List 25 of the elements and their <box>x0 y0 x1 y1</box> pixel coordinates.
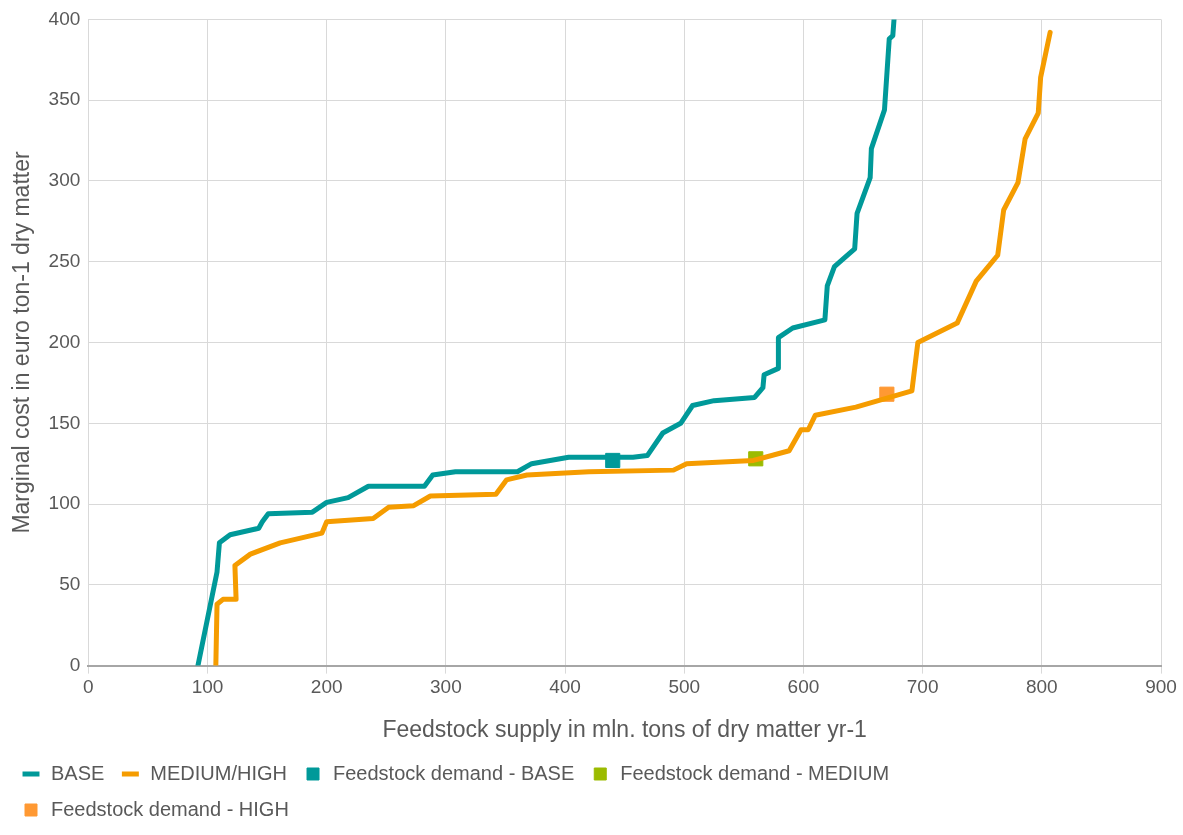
y-axis-title: Marginal cost in euro ton-1 dry matter <box>8 151 35 534</box>
y-tick-label: 350 <box>48 88 81 110</box>
x-tick-label: 600 <box>787 676 820 698</box>
x-tick-label: 300 <box>430 676 462 698</box>
y-tick-label: 150 <box>48 411 81 433</box>
legend-label: MEDIUM/HIGH <box>150 761 288 784</box>
y-tick-label: 200 <box>48 330 81 352</box>
x-tick-label: 900 <box>1145 676 1177 698</box>
x-tick-label: 400 <box>549 676 581 698</box>
y-tick-label: 50 <box>59 573 81 595</box>
x-axis-title: Feedstock supply in mln. tons of dry matter yr-1 <box>382 715 867 742</box>
x-tick-label: 200 <box>310 676 343 698</box>
legend-label: Feedstock demand - HIGH <box>51 797 289 820</box>
legend-label: Feedstock demand - MEDIUM <box>620 761 890 784</box>
x-tick-label: 100 <box>191 676 224 698</box>
x-tick-label: 800 <box>1025 676 1058 698</box>
legend-label: BASE <box>51 761 105 784</box>
legend-label: Feedstock demand - BASE <box>333 761 575 784</box>
y-tick-label: 100 <box>48 492 81 514</box>
y-tick-label: 400 <box>48 7 81 29</box>
x-tick-label: 700 <box>906 676 939 698</box>
x-tick-label: 500 <box>668 676 701 698</box>
y-tick-label: 0 <box>69 653 81 675</box>
y-tick-label: 250 <box>48 249 81 271</box>
y-tick-label: 300 <box>48 169 81 191</box>
